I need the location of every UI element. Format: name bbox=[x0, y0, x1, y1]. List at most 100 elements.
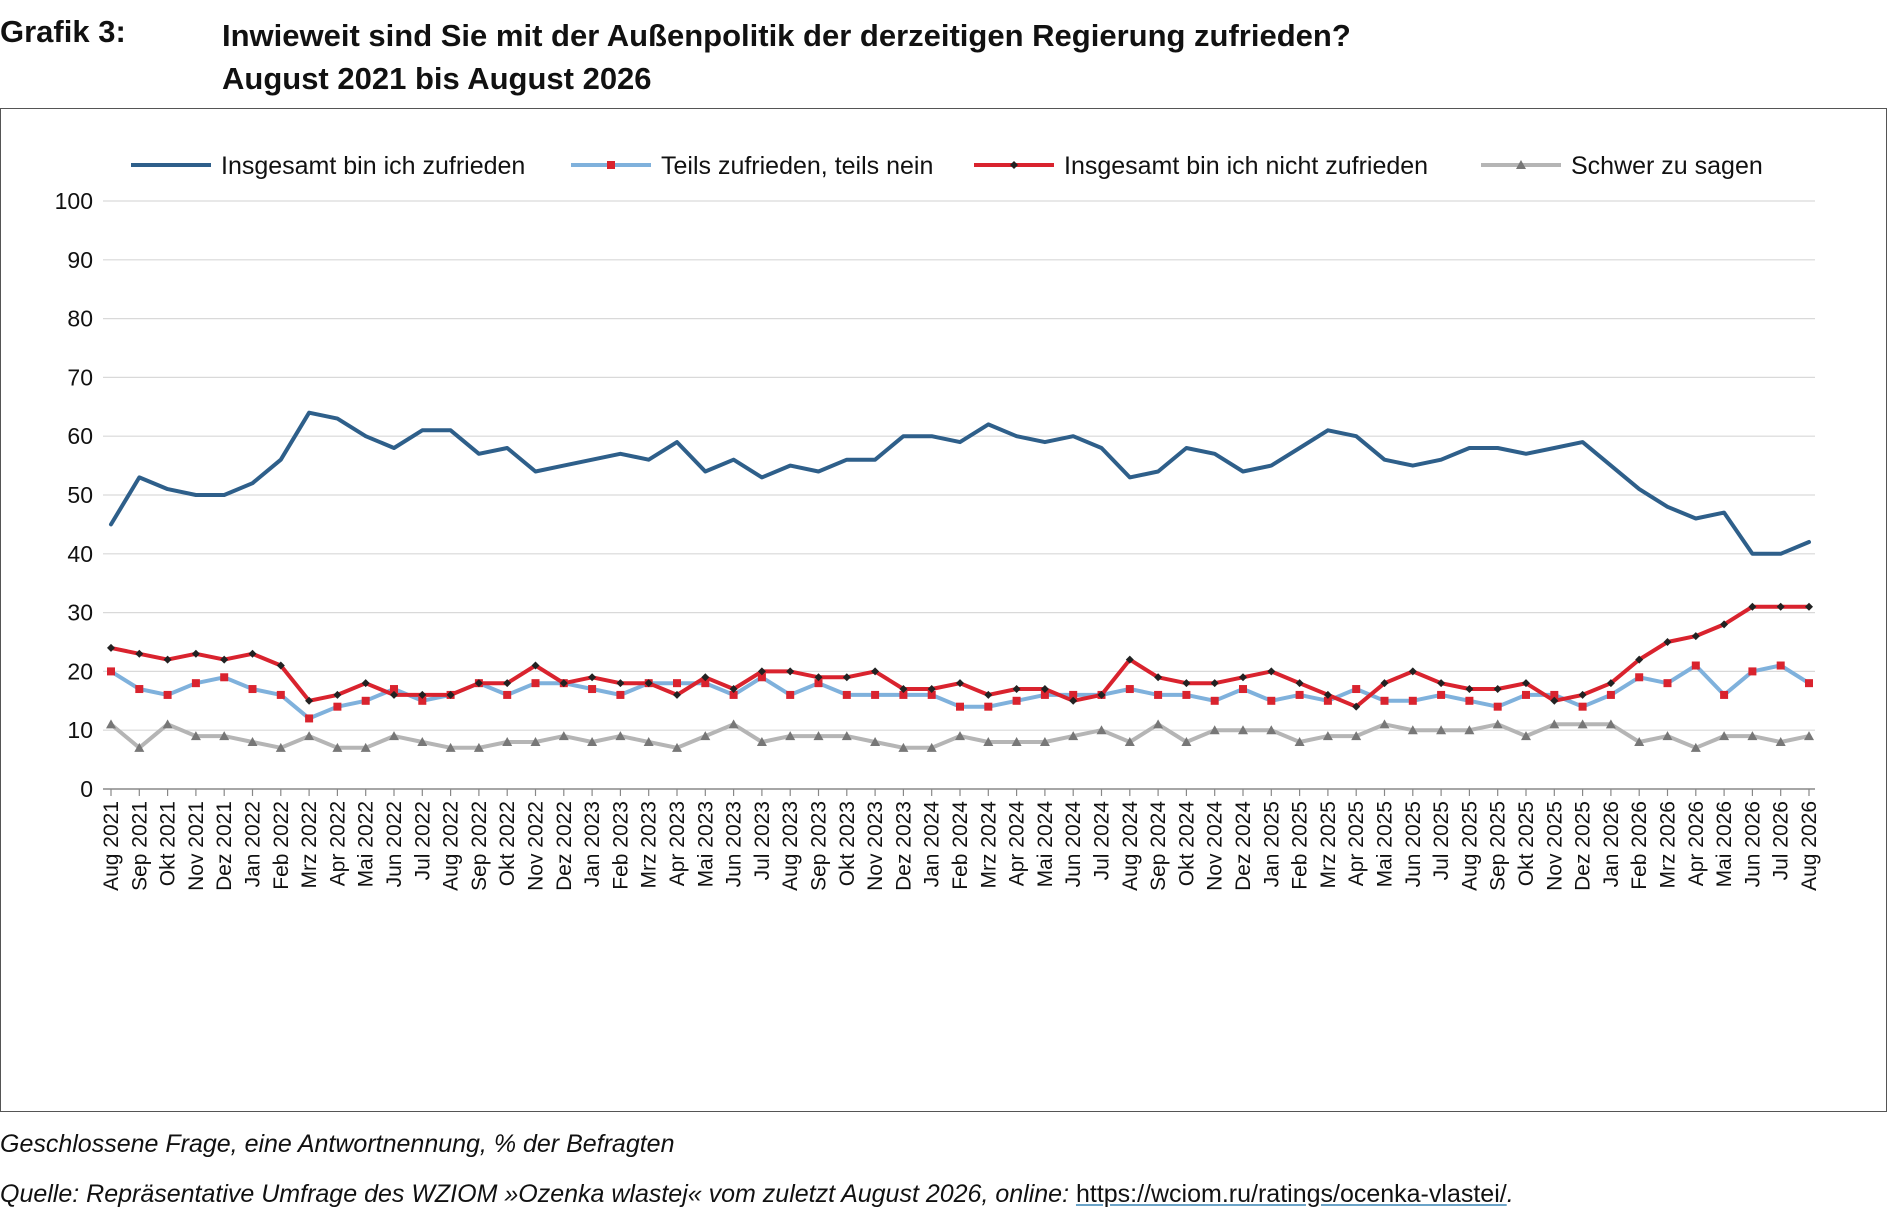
x-tick-label: Mai 2023 bbox=[694, 801, 717, 887]
data-point bbox=[984, 690, 993, 699]
data-point bbox=[305, 696, 314, 705]
data-point bbox=[1096, 725, 1107, 735]
x-tick-label: Jun 2025 bbox=[1402, 801, 1425, 887]
x-tick-label: Dez 2021 bbox=[213, 801, 236, 891]
x-tick-label: Dez 2025 bbox=[1572, 801, 1595, 891]
data-point bbox=[1267, 696, 1276, 705]
source-link[interactable]: https://wciom.ru/ratings/ocenka-vlastei/ bbox=[1075, 1180, 1507, 1208]
chart-title-line-1: Inwieweit sind Sie mit der Außenpolitik … bbox=[222, 18, 1351, 53]
x-tick-label: Jul 2022 bbox=[411, 801, 434, 880]
y-tick-label: 80 bbox=[67, 306, 93, 332]
x-tick-label: Jun 2026 bbox=[1741, 801, 1764, 887]
data-point bbox=[134, 742, 145, 752]
data-point bbox=[333, 702, 342, 711]
data-point bbox=[1493, 685, 1502, 694]
data-point bbox=[1663, 638, 1672, 646]
x-tick-label: Mrz 2024 bbox=[977, 801, 1000, 889]
data-point bbox=[1776, 602, 1785, 611]
data-point bbox=[1011, 736, 1022, 746]
x-tick-label: Jun 2024 bbox=[1062, 801, 1085, 888]
data-point bbox=[1719, 731, 1730, 741]
figure-label: Grafik 3: bbox=[0, 14, 126, 49]
data-point bbox=[814, 679, 823, 688]
data-point bbox=[1577, 719, 1588, 729]
data-point bbox=[1662, 731, 1673, 741]
data-point bbox=[1748, 602, 1757, 611]
y-tick-label: 40 bbox=[67, 541, 93, 567]
x-tick-label: Okt 2021 bbox=[157, 801, 180, 886]
x-tick-label: Sep 2024 bbox=[1147, 801, 1170, 891]
data-point bbox=[1322, 731, 1333, 741]
source-suffix: . bbox=[1506, 1180, 1514, 1208]
data-point bbox=[275, 742, 286, 752]
legend-label: Teils zufrieden, teils nein bbox=[661, 152, 933, 180]
data-point bbox=[786, 690, 795, 699]
x-tick-label: Mrz 2022 bbox=[298, 801, 321, 889]
data-point bbox=[1804, 731, 1814, 741]
x-tick-label: Aug 2022 bbox=[440, 801, 463, 891]
x-tick-label: Apr 2023 bbox=[666, 801, 689, 886]
data-point bbox=[1805, 602, 1813, 611]
data-point bbox=[248, 685, 257, 694]
data-point bbox=[418, 690, 427, 699]
data-point bbox=[841, 731, 852, 741]
data-point bbox=[531, 661, 540, 670]
data-point bbox=[1010, 161, 1018, 169]
x-tick-label: Jan 2026 bbox=[1600, 801, 1623, 887]
data-point bbox=[503, 679, 512, 688]
data-point bbox=[672, 742, 682, 752]
data-point bbox=[1720, 690, 1729, 699]
data-point bbox=[276, 690, 285, 699]
data-point bbox=[1380, 679, 1389, 688]
data-point bbox=[1550, 690, 1559, 699]
data-point bbox=[1012, 696, 1021, 705]
x-tick-label: Apr 2022 bbox=[326, 801, 349, 886]
x-tick-label: Mrz 2023 bbox=[638, 801, 661, 889]
x-tick-label: Dez 2022 bbox=[553, 801, 576, 891]
data-point bbox=[588, 673, 597, 682]
data-point bbox=[558, 731, 569, 741]
data-point bbox=[899, 690, 908, 699]
legend-label: Insgesamt bin ich zufrieden bbox=[221, 152, 525, 180]
data-point bbox=[956, 702, 964, 711]
data-point bbox=[1294, 736, 1305, 746]
data-point bbox=[1323, 696, 1332, 705]
y-tick-label: 60 bbox=[67, 423, 93, 449]
x-tick-label: Sep 2023 bbox=[808, 801, 831, 891]
data-point bbox=[927, 690, 936, 699]
data-point bbox=[1691, 661, 1700, 670]
data-point bbox=[1182, 679, 1191, 688]
data-point bbox=[1522, 679, 1530, 688]
data-point bbox=[106, 719, 116, 729]
data-point bbox=[219, 731, 230, 741]
x-tick-label: Feb 2023 bbox=[609, 801, 632, 890]
x-tick-label: Jan 2024 bbox=[921, 801, 944, 888]
data-point bbox=[361, 696, 370, 705]
data-point bbox=[1606, 690, 1615, 699]
data-point bbox=[927, 685, 936, 694]
data-point bbox=[1578, 702, 1587, 711]
y-tick-label: 100 bbox=[55, 188, 93, 214]
data-point bbox=[1069, 690, 1078, 699]
data-point bbox=[1465, 685, 1474, 694]
data-point bbox=[871, 690, 880, 699]
x-tick-label: Nov 2023 bbox=[864, 801, 887, 891]
x-tick-label: Aug 2024 bbox=[1119, 801, 1142, 891]
data-point bbox=[587, 736, 598, 746]
data-point bbox=[220, 673, 229, 682]
x-tick-label: Nov 2021 bbox=[185, 801, 208, 891]
x-tick-label: Apr 2024 bbox=[1006, 801, 1029, 887]
x-tick-label: Jul 2026 bbox=[1770, 801, 1793, 880]
data-point bbox=[644, 679, 653, 688]
data-point bbox=[616, 690, 625, 699]
line-chart: Insgesamt bin ich zufrieden Teils zufried… bbox=[55, 152, 1821, 891]
data-point bbox=[1775, 736, 1786, 746]
x-tick-label: Aug 2025 bbox=[1458, 801, 1481, 891]
data-point bbox=[333, 690, 342, 699]
data-point bbox=[1267, 667, 1276, 676]
legend-item: Insgesamt bin ich zufrieden bbox=[131, 152, 525, 180]
x-tick-label: Jul 2024 bbox=[1091, 801, 1114, 881]
x-tick-label: Jan 2022 bbox=[242, 801, 265, 887]
data-point bbox=[162, 719, 173, 729]
chart-frame: Insgesamt bin ich zufrieden Teils zufried… bbox=[0, 108, 1887, 1112]
